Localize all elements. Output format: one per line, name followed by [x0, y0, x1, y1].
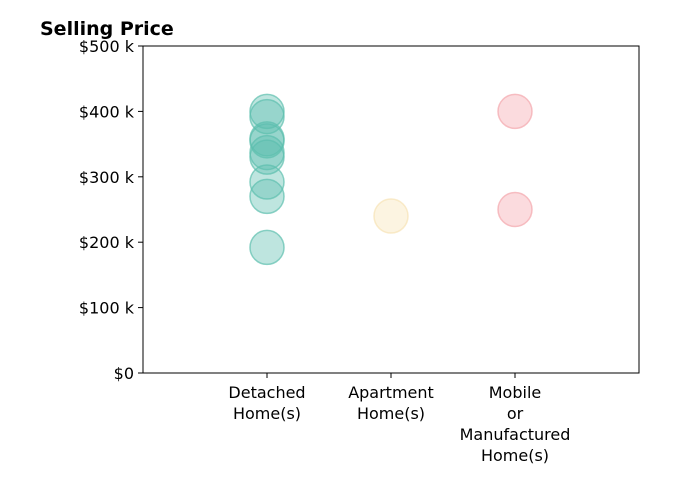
x-axis: Detached Home(s)Apartment Home(s)Mobile or M…: [228, 373, 570, 465]
data-point: [497, 191, 533, 228]
chart-title: Selling Price: [40, 18, 174, 40]
data-point: [249, 178, 285, 215]
data-point: [249, 134, 285, 171]
y-tick-label: $400 k: [79, 102, 135, 121]
data-point: [249, 164, 285, 200]
data-points: [249, 93, 533, 266]
y-tick-label: $0: [114, 364, 134, 383]
y-tick-label: $200 k: [79, 233, 135, 252]
x-tick-label-line: Home(s): [481, 446, 549, 465]
x-tick-label-line: Manufactured: [460, 425, 571, 444]
x-tick-label: Detached Home(s): [228, 383, 305, 423]
x-tick-label-line: Apartment: [348, 383, 434, 402]
data-point: [249, 229, 285, 266]
data-point: [249, 121, 285, 157]
data-point: [249, 93, 285, 130]
x-tick-label: Mobile or Manufactured Home(s): [460, 383, 571, 465]
x-tick-label-line: Detached: [228, 383, 305, 402]
y-tick-label: $300 k: [79, 168, 135, 187]
y-tick-label: $500 k: [79, 37, 135, 56]
x-tick-label-line: Home(s): [357, 404, 425, 423]
data-point: [497, 93, 533, 130]
data-point: [373, 198, 409, 234]
y-tick-label: $100 k: [79, 299, 135, 318]
x-tick-label-line: or: [507, 404, 524, 423]
x-tick-label-line: Home(s): [233, 404, 301, 423]
x-tick-label: Apartment Home(s): [348, 383, 434, 423]
x-tick-label-line: Mobile: [489, 383, 541, 402]
data-point: [249, 98, 285, 135]
y-axis: $0 $100 k $200 k $300 k $400 k $500 k: [79, 37, 143, 383]
